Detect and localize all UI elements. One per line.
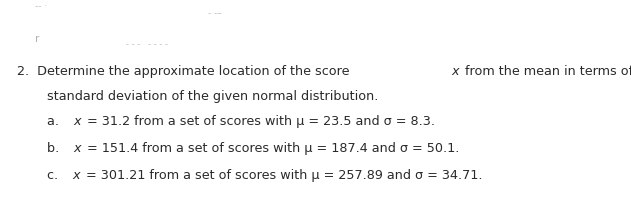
Text: x: x [73,142,81,155]
Text: c.: c. [47,169,66,182]
Text: b.: b. [47,142,68,155]
Text: x: x [73,115,81,128]
Text: - - -   - - - -: - - - - - - - [126,40,168,49]
Text: = 151.4 from a set of scores with μ = 187.4 and σ = 50.1.: = 151.4 from a set of scores with μ = 18… [83,142,459,155]
Text: r: r [35,34,39,44]
Text: from the mean in terms of the: from the mean in terms of the [461,64,631,77]
Text: = 31.2 from a set of scores with μ = 23.5 and σ = 8.3.: = 31.2 from a set of scores with μ = 23.… [83,115,435,128]
Text: standard deviation of the given normal distribution.: standard deviation of the given normal d… [47,90,379,103]
Text: 2.  Determine the approximate location of the score: 2. Determine the approximate location of… [17,64,353,77]
Text: - -–: - -– [208,9,222,18]
Text: a.: a. [47,115,68,128]
Text: x: x [451,64,459,77]
Text: = 301.21 from a set of scores with μ = 257.89 and σ = 34.71.: = 301.21 from a set of scores with μ = 2… [81,169,482,182]
Text: x: x [72,169,80,182]
Text: -- ·: -- · [35,3,47,12]
